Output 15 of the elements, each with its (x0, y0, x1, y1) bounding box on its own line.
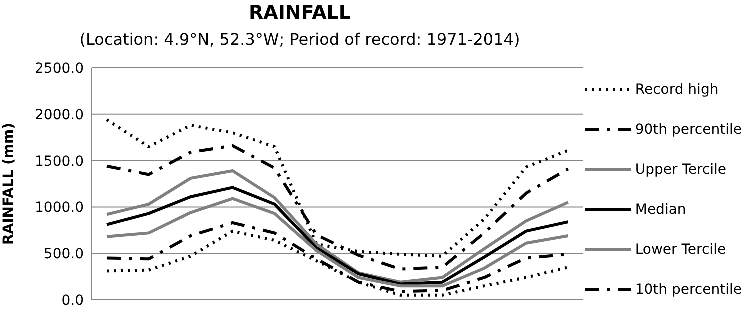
legend-label: Lower Tercile (635, 242, 726, 258)
y-tick-label: 0.0 (62, 292, 84, 309)
legend-label: Upper Tercile (635, 162, 727, 178)
legend-label: 90th percentile (635, 122, 742, 138)
y-tick-label: 1500.0 (35, 154, 84, 170)
legend-label: 10th percentile (635, 282, 742, 298)
y-tick-label: 500.0 (44, 246, 84, 263)
y-tick-label: 2000.0 (35, 107, 84, 124)
legend-label: Median (635, 202, 686, 218)
chart-subtitle: (Location: 4.9°N, 52.3°W; Period of record: 1971-2014) (78, 30, 522, 49)
y-tick-label: 2500.0 (35, 60, 84, 77)
y-tick-label: 1000.0 (35, 200, 84, 216)
y-axis-title: RAINFALL (mm) (0, 122, 17, 246)
chart-title: RAINFALL (248, 2, 352, 24)
legend-label: Record high (635, 82, 719, 98)
